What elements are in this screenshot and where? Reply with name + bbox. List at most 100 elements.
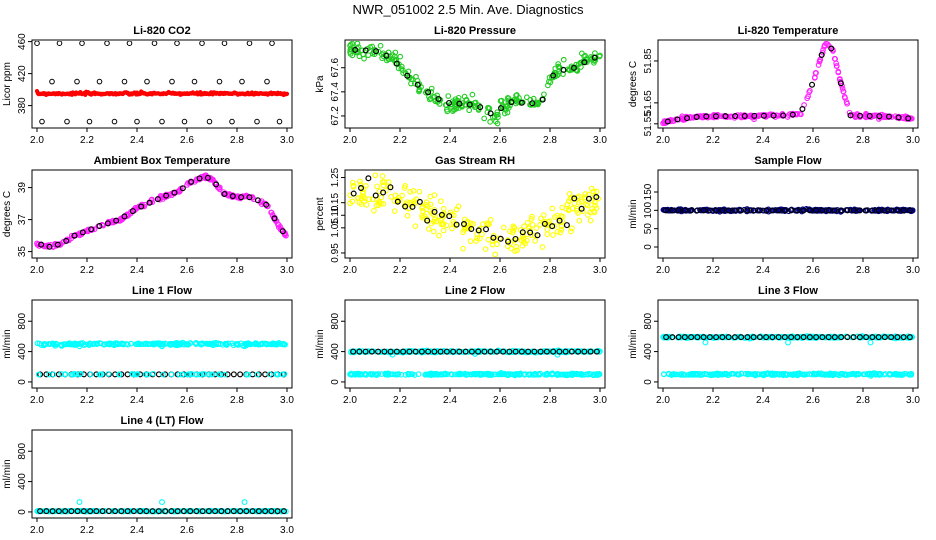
- data-point: [493, 348, 500, 355]
- x-tick-label: 3.0: [593, 395, 607, 406]
- data-point: [265, 341, 272, 348]
- data-point: [368, 348, 375, 355]
- data-point: [406, 371, 412, 378]
- data-point: [828, 45, 835, 52]
- data-point: [224, 508, 231, 515]
- data-point: [384, 370, 391, 377]
- x-tick-label: 2.6: [180, 395, 194, 406]
- data-point: [198, 340, 205, 347]
- data-point: [856, 334, 863, 341]
- y-tick-label: 420: [17, 65, 28, 82]
- y-tick-label: 400: [17, 473, 28, 490]
- data-point: [146, 199, 153, 206]
- data-point: [518, 237, 525, 244]
- y-tick-label: 100: [643, 202, 654, 219]
- x-tick-label: 2.6: [180, 135, 194, 146]
- data-point: [481, 115, 488, 122]
- data-point: [756, 207, 763, 214]
- data-point: [825, 207, 832, 214]
- data-point: [800, 334, 807, 341]
- data-point: [564, 372, 571, 379]
- data-point: [871, 207, 878, 213]
- data-point: [412, 348, 419, 355]
- data-point: [556, 217, 563, 224]
- data-point: [124, 508, 131, 515]
- data-point: [700, 334, 707, 341]
- data-point: [719, 207, 726, 214]
- chart-title: Li-820 CO2: [133, 25, 190, 37]
- data-point: [174, 342, 181, 349]
- data-point: [224, 371, 231, 378]
- data-point: [669, 207, 676, 214]
- data-point: [361, 55, 367, 62]
- y-axis-label: percent: [315, 197, 326, 231]
- data-point: [104, 41, 110, 46]
- data-point: [237, 371, 244, 378]
- plot-area: [347, 172, 602, 257]
- data-point: [674, 116, 681, 123]
- data-point: [55, 371, 62, 378]
- data-point: [779, 333, 786, 340]
- data-point: [706, 207, 713, 214]
- x-tick-label: 2.4: [130, 395, 144, 406]
- data-point: [80, 508, 87, 515]
- data-point: [188, 178, 195, 185]
- data-point: [571, 200, 578, 207]
- data-point: [452, 96, 459, 103]
- data-point: [141, 203, 148, 210]
- data-point: [400, 348, 407, 355]
- data-point: [126, 41, 133, 46]
- data-point: [143, 508, 150, 515]
- data-point: [554, 228, 561, 235]
- data-point: [187, 179, 194, 186]
- data-point: [537, 348, 544, 355]
- data-point: [557, 229, 564, 236]
- data-point: [229, 193, 236, 200]
- data-point: [690, 114, 696, 121]
- plot-frame: [31, 299, 293, 389]
- data-point: [427, 193, 434, 200]
- chart-panel: Line 4 (LT) Flow 2.0 2.2 2.4 2.6 2.8 3.0 0 400 80…: [2, 415, 294, 536]
- data-point: [498, 105, 505, 112]
- data-point: [592, 199, 598, 205]
- data-point: [521, 223, 527, 230]
- data-point: [466, 101, 473, 108]
- data-point: [366, 196, 372, 203]
- data-point: [411, 198, 418, 204]
- x-tick-label: 2.0: [656, 265, 670, 276]
- data-point: [467, 220, 474, 227]
- data-point: [731, 334, 738, 341]
- plot-area: [34, 172, 289, 250]
- data-point: [501, 105, 508, 112]
- data-point: [465, 225, 472, 232]
- chart-panel: Sample Flow 2.0 2.2 2.4 2.6 2.8 3.0 0 50 100 150 ml…: [628, 155, 920, 276]
- data-point: [819, 334, 826, 341]
- data-point: [406, 348, 413, 355]
- data-point: [468, 348, 475, 355]
- data-point: [452, 98, 459, 104]
- data-point: [39, 118, 45, 125]
- data-point: [372, 172, 379, 179]
- data-point: [105, 371, 112, 377]
- data-point: [58, 341, 65, 348]
- data-point: [192, 341, 199, 347]
- data-point: [665, 117, 672, 124]
- data-point: [794, 207, 801, 214]
- data-point: [760, 371, 767, 378]
- data-point: [237, 508, 244, 515]
- data-point: [352, 46, 359, 53]
- data-point: [789, 111, 796, 118]
- data-point: [238, 194, 245, 201]
- data-point: [896, 115, 903, 122]
- data-point: [78, 507, 85, 514]
- data-point: [818, 51, 825, 58]
- data-point: [824, 41, 831, 47]
- data-point: [357, 178, 363, 185]
- data-point: [494, 109, 501, 116]
- data-point: [374, 183, 380, 190]
- data-point: [34, 41, 40, 46]
- plot-area: [34, 41, 290, 125]
- data-point: [215, 340, 222, 347]
- data-point: [254, 197, 261, 204]
- data-point: [524, 219, 531, 226]
